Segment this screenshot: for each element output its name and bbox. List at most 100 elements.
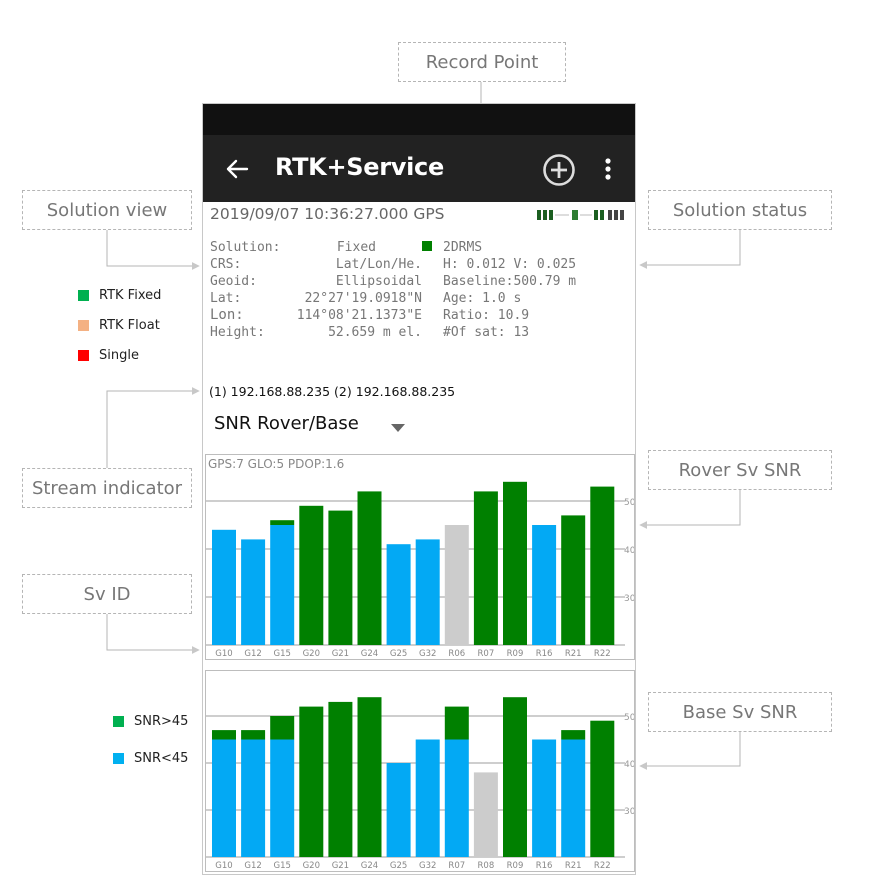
x-tick-label: G21 <box>332 649 349 659</box>
snr-dropdown[interactable]: SNR Rover/Base <box>214 413 424 439</box>
legend-swatch <box>78 350 89 361</box>
x-tick-label: R16 <box>536 861 553 871</box>
x-tick-label: R21 <box>565 649 582 659</box>
solution-row: Lat: 22°27'19.0918"N <box>210 290 422 307</box>
solution-row: Height: 52.659 m el. <box>210 324 422 341</box>
accuracy-stats: 2DRMS H: 0.012 V: 0.025 Baseline:500.79 … <box>443 239 576 341</box>
bar-segment-high <box>212 730 236 740</box>
bar-segment-low <box>532 739 557 857</box>
legend-snr-high: SNR>45 <box>113 714 188 729</box>
status-bar <box>203 104 635 135</box>
row-value: 114°08'21.1373"E <box>296 308 422 323</box>
bar-segment-high <box>241 730 266 740</box>
solution-panel: Solution: Fixed CRS: Lat/Lon/He. Geoid: Ell… <box>210 239 422 341</box>
row-label: Lon: <box>210 307 244 323</box>
rover-snr-chart: 30 40 50 GPS:7 GLO:5 PDOP:1.6 G10 G12 G15 G20 G2… <box>205 454 635 660</box>
app-title: RTK+Service <box>275 153 444 181</box>
callout-record-point: Record Point <box>398 42 566 82</box>
signal-status-icon <box>537 208 632 220</box>
legend-rtk-float: RTK Float <box>78 318 160 333</box>
legend-snr-low: SNR<45 <box>113 751 188 766</box>
bar <box>357 697 382 857</box>
x-tick-label: G21 <box>332 861 349 871</box>
x-tick-label: G25 <box>390 861 407 871</box>
chart-annotation: GPS:7 GLO:5 PDOP:1.6 <box>208 457 344 471</box>
legend-label: RTK Float <box>99 318 160 333</box>
row-label: Height: <box>210 325 265 340</box>
legend-swatch <box>78 290 89 301</box>
x-tick-label: R16 <box>536 649 553 659</box>
bar <box>357 491 382 645</box>
bar <box>386 544 411 645</box>
add-circle-icon[interactable] <box>542 153 576 187</box>
x-tick-label: R09 <box>507 861 524 871</box>
more-vert-icon[interactable] <box>603 157 613 183</box>
callout-sv-id: Sv ID <box>22 574 192 614</box>
bar-segment-low <box>532 525 557 645</box>
y-tick-label: 50 <box>624 498 634 508</box>
bar-segment-low <box>444 739 469 857</box>
bar <box>590 486 615 645</box>
row-value: Fixed <box>336 240 376 255</box>
legend-swatch <box>113 716 124 727</box>
x-tick-label: G12 <box>244 861 261 871</box>
bar <box>299 706 324 857</box>
x-tick-label: G24 <box>361 861 378 871</box>
stat-line: 2DRMS <box>443 240 483 255</box>
y-tick-label: 40 <box>624 546 634 556</box>
x-tick-label: G15 <box>273 649 290 659</box>
x-tick-label: G20 <box>303 861 320 871</box>
stat-line: H: 0.012 V: 0.025 <box>443 257 577 272</box>
x-tick-label: G12 <box>244 649 261 659</box>
y-tick-label: 30 <box>624 594 634 604</box>
x-tick-label: R22 <box>594 861 611 871</box>
gps-timestamp: 2019/09/07 10:36:27.000 GPS <box>210 205 445 223</box>
bar <box>415 539 440 645</box>
solution-row: Solution: Fixed <box>210 239 422 256</box>
x-tick-label: G15 <box>273 861 290 871</box>
row-value: 22°27'19.0918"N <box>304 291 422 306</box>
x-tick-label: G20 <box>303 649 320 659</box>
x-tick-label: G32 <box>419 861 436 871</box>
bar-segment-low <box>270 525 295 645</box>
bar <box>241 539 266 645</box>
row-value: Lat/Lon/He. <box>335 257 422 272</box>
solution-row: CRS: Lat/Lon/He. <box>210 256 422 273</box>
x-tick-label: R07 <box>478 649 495 659</box>
y-tick-label: 50 <box>624 713 634 723</box>
x-tick-label: R06 <box>448 649 465 659</box>
bar <box>328 510 353 645</box>
bar-segment-low <box>270 739 295 857</box>
legend-label: Single <box>99 348 139 363</box>
x-tick-label: R22 <box>594 649 611 659</box>
x-tick-label: R21 <box>565 861 582 871</box>
stream-indicator-text: (1) 192.168.88.235 (2) 192.168.88.235 <box>209 384 456 399</box>
bar <box>503 481 527 645</box>
x-tick-label: R07 <box>448 861 465 871</box>
bar <box>386 763 411 857</box>
legend-rtk-fixed: RTK Fixed <box>78 288 161 303</box>
legend-label: SNR<45 <box>134 751 189 766</box>
arrow-left-icon[interactable] <box>223 155 251 183</box>
x-tick-label: G24 <box>361 649 378 659</box>
base-snr-svg: 30 40 50 G10 G12 G15 G20 G21 G24 G25 G32 R07 R08 R09 R… <box>206 697 635 871</box>
bar-segment-low <box>415 739 440 857</box>
bar <box>473 491 498 645</box>
y-tick-label: 30 <box>624 807 634 817</box>
callout-solution-view: Solution view <box>22 190 192 230</box>
x-tick-label: G10 <box>215 861 232 871</box>
bar-segment-high <box>270 716 295 740</box>
row-label: Solution: <box>210 240 281 255</box>
x-tick-label: R09 <box>507 649 524 659</box>
solution-row: Lon: 114°08'21.1373"E <box>210 307 422 324</box>
stat-line: Baseline:500.79 m <box>443 274 577 289</box>
x-tick-label: G32 <box>419 649 436 659</box>
bar <box>299 505 324 645</box>
bar <box>473 772 498 857</box>
caret-down-icon <box>391 419 405 437</box>
legend-swatch <box>113 753 124 764</box>
x-tick-label: R08 <box>478 861 495 871</box>
stat-line: #Of sat: 13 <box>443 325 530 340</box>
solution-row: Geoid: Ellipsoidal <box>210 273 422 290</box>
bar <box>503 697 527 857</box>
